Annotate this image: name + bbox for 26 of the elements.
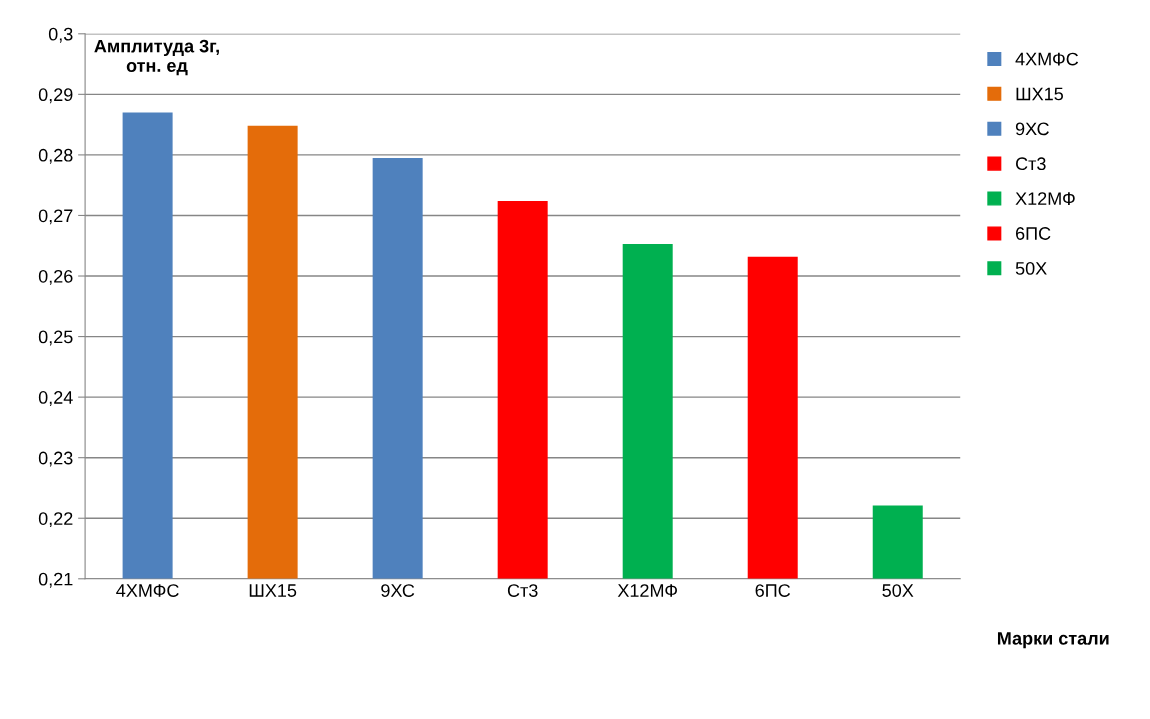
x-axis-title: Марки стали (997, 632, 1109, 649)
y-tick-label: 0,22 (38, 512, 73, 528)
y-tick-label: 0,25 (38, 330, 73, 346)
y-tick-label: 0,27 (38, 209, 73, 225)
legend-label: 9ХС (1015, 122, 1049, 136)
x-tick-label: 9ХС (381, 584, 415, 597)
legend-label: Ст3 (1016, 157, 1046, 171)
y-tick-label: 0,21 (38, 572, 73, 588)
legend-label: 4ХМФС (1015, 52, 1079, 66)
y-tick-label: 0,28 (38, 148, 73, 164)
x-tick-label: 4ХМФС (116, 584, 179, 597)
legend-label: 6ПС (1016, 227, 1051, 240)
x-tick-label: 6ПС (755, 584, 791, 597)
y-tick-label: 0,23 (38, 451, 73, 467)
x-tick-label: 50Х (882, 584, 914, 597)
y-tick-label: 0,29 (38, 88, 73, 104)
y-tick-label: 0,26 (38, 269, 73, 285)
y-axis-title: Амплитуда 3г, отн. ед (94, 39, 219, 76)
legend-label: 50Х (1015, 262, 1047, 275)
x-tick-label: Х12МФ (617, 584, 677, 597)
legend-label: Х12МФ (1015, 192, 1075, 205)
legend-label: ШХ15 (1016, 87, 1063, 101)
x-tick-label: ШХ15 (249, 584, 297, 597)
y-tick-label: 0,24 (38, 391, 73, 406)
x-tick-label: Ст3 (507, 584, 538, 597)
y-tick-label: 0,3 (48, 27, 73, 43)
